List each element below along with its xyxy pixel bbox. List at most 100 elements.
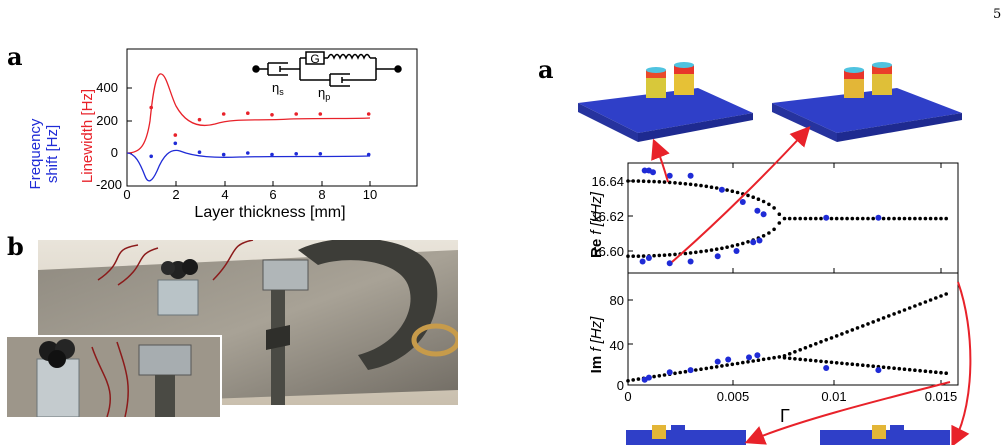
frequency-shift-point	[149, 154, 153, 159]
simulation-dot	[850, 216, 855, 221]
measured-point	[754, 352, 761, 359]
simulation-dot	[725, 363, 729, 367]
x-tick-label: 0	[624, 389, 631, 404]
measured-point	[760, 211, 767, 218]
simulation-dots	[626, 179, 948, 383]
simulation-dot	[871, 216, 875, 221]
simulation-dot	[714, 365, 719, 369]
simulation-dot	[704, 366, 709, 371]
simulation-dot	[939, 370, 943, 375]
simulation-dot	[866, 216, 870, 221]
simulation-dot	[907, 216, 912, 221]
measured-point	[666, 172, 673, 179]
y-tick-label: 16.64	[591, 174, 624, 189]
simulation-dot	[881, 216, 886, 221]
y-tick-label: 200	[96, 113, 118, 128]
simulation-dot	[850, 328, 855, 332]
simulation-dot	[662, 373, 667, 377]
simulation-dot	[944, 371, 948, 375]
simulation-dot	[657, 180, 662, 184]
simulation-dot	[626, 179, 630, 183]
simulation-dot	[694, 250, 698, 255]
simulation-dot	[861, 324, 865, 328]
measured-point	[823, 365, 830, 371]
x-tick-label: 8	[318, 187, 325, 202]
measured-point	[733, 248, 740, 254]
simulation-dot	[746, 193, 750, 198]
linewidth-point	[246, 111, 250, 115]
simulation-dot	[928, 216, 933, 221]
frequency-shift-point	[197, 150, 202, 154]
simulation-dot	[704, 184, 709, 189]
simulation-dot	[918, 302, 922, 306]
simulation-dot	[887, 365, 891, 370]
measured-point	[739, 199, 746, 205]
measured-point	[641, 167, 648, 174]
measured-point	[746, 354, 752, 361]
ylabel-blue-line1: Frequency	[27, 118, 44, 189]
linewidth-curve	[126, 73, 371, 154]
simulation-dot	[636, 377, 641, 381]
measured-point	[714, 358, 721, 365]
simulation-dot	[683, 182, 688, 186]
measured-point	[666, 260, 673, 267]
simulation-dot	[756, 197, 761, 201]
simulation-dot	[928, 369, 933, 374]
simulation-dot	[673, 181, 677, 185]
panel-label-left-a: a	[7, 42, 23, 71]
simulation-dot	[871, 320, 875, 324]
frequency-shift-point	[294, 152, 299, 156]
simulation-dot	[892, 366, 896, 370]
measured-point	[687, 367, 694, 374]
simulation-dot	[814, 216, 818, 221]
y-tick-label: 40	[610, 338, 624, 353]
simulation-dot	[657, 253, 662, 258]
simulation-dot	[861, 363, 865, 367]
x-tick-label: 4	[221, 187, 228, 202]
simulation-dot	[834, 361, 839, 365]
measured-point	[750, 239, 757, 246]
simulation-dot	[855, 362, 860, 367]
simulation-dot	[887, 314, 891, 318]
simulation-dot	[667, 253, 672, 257]
right-tick-marks	[628, 163, 942, 385]
simulation-dot	[840, 361, 844, 366]
frequency-shift-curve	[126, 149, 371, 182]
simulation-dot	[709, 248, 714, 252]
y-tick-label: 0	[617, 378, 624, 393]
tick-marks	[127, 87, 371, 186]
simulation-dot	[793, 357, 797, 361]
simulation-dot	[751, 359, 755, 363]
simulation-dot	[641, 179, 646, 183]
simulation-dot	[845, 362, 849, 366]
simulation-dot	[944, 292, 948, 296]
simulation-dot	[777, 221, 782, 225]
y-tick-label: 0	[111, 145, 118, 160]
simulation-dot	[735, 243, 740, 247]
simulation-dot	[803, 216, 808, 221]
simulation-dot	[918, 216, 922, 221]
simulation-dot	[798, 348, 802, 352]
simulation-dot	[741, 241, 745, 246]
panel-label-right-a: a	[538, 55, 554, 84]
linewidth-point	[173, 133, 178, 137]
simulation-dot	[767, 356, 771, 361]
simulation-dot	[725, 188, 729, 192]
x-tick-label: 0.01	[821, 389, 846, 404]
measured-point	[756, 237, 763, 244]
simulation-dot	[730, 189, 735, 193]
linewidth-point	[294, 112, 299, 116]
measured-point	[687, 172, 694, 179]
measurement-dots	[639, 167, 882, 383]
simulation-dot	[850, 362, 855, 366]
simulation-dot	[683, 251, 688, 256]
simulation-dot	[761, 357, 766, 362]
simulation-dot	[725, 245, 729, 249]
simulation-dot	[688, 251, 693, 255]
x-axis-label: Γ	[780, 406, 790, 425]
simulation-dot	[923, 369, 928, 373]
measured-point	[725, 356, 732, 363]
simulation-dot	[892, 312, 896, 316]
simulation-dot	[824, 360, 828, 364]
simulation-dot	[913, 304, 917, 308]
